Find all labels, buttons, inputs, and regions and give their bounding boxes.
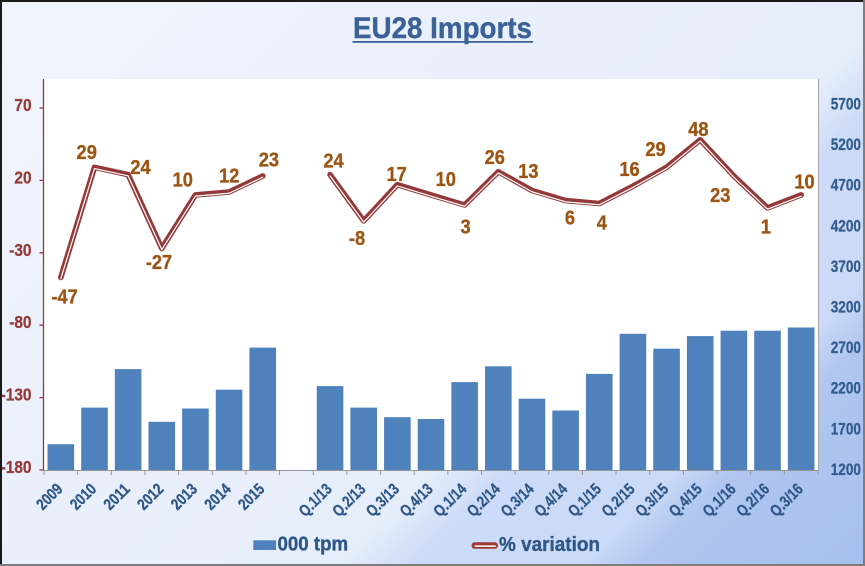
- svg-text:23: 23: [259, 148, 279, 171]
- svg-text:20: 20: [14, 167, 31, 187]
- svg-text:1: 1: [761, 215, 771, 238]
- svg-text:2200: 2200: [831, 379, 861, 398]
- svg-text:26: 26: [485, 146, 505, 169]
- svg-text:-80: -80: [9, 312, 32, 332]
- svg-text:2700: 2700: [831, 338, 861, 357]
- svg-text:-8: -8: [349, 227, 365, 250]
- svg-text:24: 24: [130, 156, 151, 179]
- svg-text:24: 24: [323, 150, 344, 173]
- svg-text:3700: 3700: [831, 257, 861, 276]
- svg-text:-30: -30: [9, 240, 32, 260]
- svg-text:12: 12: [219, 165, 239, 188]
- svg-text:1700: 1700: [831, 419, 861, 438]
- svg-text:-27: -27: [146, 251, 172, 274]
- svg-text:5200: 5200: [831, 135, 861, 154]
- svg-text:6: 6: [565, 207, 575, 230]
- svg-text:-47: -47: [51, 285, 77, 308]
- svg-text:4700: 4700: [831, 176, 861, 195]
- svg-text:48: 48: [688, 118, 708, 141]
- svg-text:10: 10: [173, 169, 193, 192]
- svg-text:3: 3: [461, 216, 471, 239]
- svg-text:000 tpm: 000 tpm: [278, 534, 349, 556]
- svg-text:5700: 5700: [831, 95, 861, 114]
- svg-text:3200: 3200: [831, 298, 861, 317]
- svg-text:16: 16: [619, 158, 639, 181]
- svg-text:70: 70: [14, 95, 31, 115]
- svg-text:4: 4: [597, 211, 608, 234]
- svg-text:10: 10: [436, 168, 456, 191]
- svg-text:29: 29: [645, 138, 665, 161]
- svg-text:13: 13: [518, 160, 538, 183]
- svg-text:17: 17: [386, 163, 406, 186]
- svg-text:-180: -180: [1, 457, 32, 477]
- svg-text:4200: 4200: [831, 216, 861, 235]
- svg-text:% variation: % variation: [499, 534, 600, 556]
- svg-text:29: 29: [77, 141, 97, 164]
- svg-text:1200: 1200: [831, 460, 861, 479]
- svg-text:-130: -130: [1, 385, 32, 405]
- svg-text:10: 10: [794, 170, 814, 193]
- svg-text:EU28 Imports: EU28 Imports: [353, 12, 532, 45]
- svg-text:23: 23: [710, 184, 730, 207]
